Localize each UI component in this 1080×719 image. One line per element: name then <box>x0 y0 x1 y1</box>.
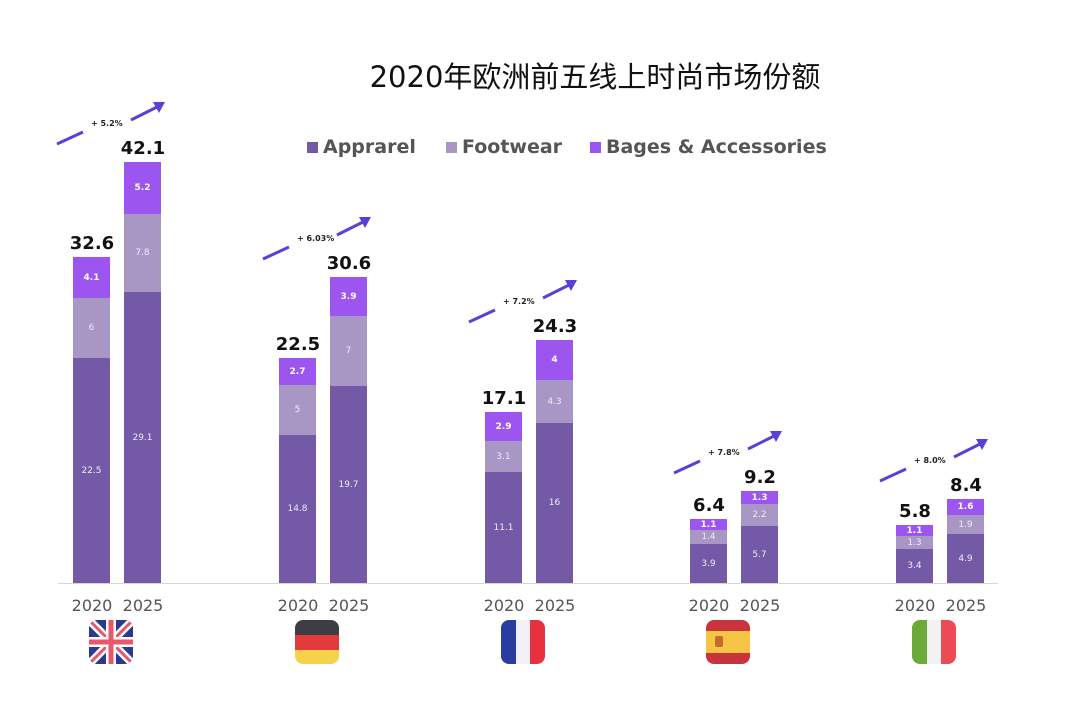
year-label: 2025 <box>328 596 370 615</box>
apparel-segment: 3.9 <box>690 544 727 583</box>
year-label: 2020 <box>688 596 730 615</box>
footwear-segment: 5 <box>279 385 316 435</box>
bar-italy-2025: 4.9 1.9 1.6 <box>947 499 984 583</box>
bar-germany-2025: 19.7 7 3.9 <box>330 277 367 583</box>
accessories-segment: 2.7 <box>279 358 316 385</box>
footwear-swatch <box>446 141 457 153</box>
year-label: 2020 <box>71 596 113 615</box>
apparel-segment: 5.7 <box>741 526 778 583</box>
apparel-segment: 16 <box>536 423 573 583</box>
legend-item-accessories: Bages & Accessories <box>590 136 827 158</box>
accessories-segment: 4.1 <box>73 257 110 298</box>
bar-spain-2025: 5.7 2.2 1.3 <box>741 491 778 583</box>
legend-label: Footwear <box>462 136 563 158</box>
bar-total-label: 17.1 <box>481 388 527 409</box>
footwear-segment: 3.1 <box>485 441 522 472</box>
apparel-segment: 3.4 <box>896 549 933 583</box>
bar-germany-2020: 14.8 5 2.7 <box>279 358 316 583</box>
accessories-segment: 1.6 <box>947 499 984 515</box>
growth-rate-label: + 8.0% <box>914 456 946 465</box>
apparel-swatch <box>307 141 318 153</box>
accessories-segment: 1.1 <box>896 525 933 536</box>
year-label: 2020 <box>894 596 936 615</box>
bar-total-label: 24.3 <box>532 316 578 337</box>
growth-arrow-icon <box>879 439 988 483</box>
apparel-segment: 29.1 <box>124 292 161 583</box>
growth-arrow-icon <box>262 217 371 261</box>
apparel-segment: 19.7 <box>330 386 367 583</box>
year-label: 2025 <box>534 596 576 615</box>
bar-total-label: 30.6 <box>326 253 372 274</box>
legend-item-apparel: Apprarel <box>307 136 416 158</box>
year-label: 2025 <box>739 596 781 615</box>
footwear-segment: 4.3 <box>536 380 573 423</box>
growth-arrow-icon <box>673 431 782 475</box>
bar-total-label: 6.4 <box>693 495 725 516</box>
accessories-segment: 3.9 <box>330 277 367 316</box>
bar-france-2020: 11.1 3.1 2.9 <box>485 412 522 583</box>
italy-flag-icon <box>912 620 956 664</box>
apparel-segment: 11.1 <box>485 472 522 583</box>
footwear-segment: 7.8 <box>124 214 161 292</box>
bar-total-label: 8.4 <box>950 475 982 496</box>
year-label: 2025 <box>122 596 164 615</box>
bar-uk-2025: 29.1 7.8 5.2 <box>124 162 161 583</box>
accessories-segment: 4 <box>536 340 573 380</box>
bar-italy-2020: 3.4 1.3 1.1 <box>896 525 933 583</box>
accessories-segment: 2.9 <box>485 412 522 441</box>
year-label: 2020 <box>483 596 525 615</box>
germany-flag-icon <box>295 620 339 664</box>
footwear-segment: 1.4 <box>690 530 727 544</box>
accessories-swatch <box>590 141 601 153</box>
x-axis-line <box>58 583 998 584</box>
accessories-segment: 5.2 <box>124 162 161 214</box>
accessories-segment: 1.3 <box>741 491 778 504</box>
year-label: 2020 <box>277 596 319 615</box>
footwear-segment: 1.3 <box>896 536 933 549</box>
year-label: 2025 <box>945 596 987 615</box>
apparel-segment: 22.5 <box>73 358 110 583</box>
footwear-segment: 6 <box>73 298 110 358</box>
growth-rate-label: + 6.03% <box>297 234 335 243</box>
legend-label: Bages & Accessories <box>606 136 827 158</box>
footwear-segment: 2.2 <box>741 504 778 526</box>
bar-france-2025: 16 4.3 4 <box>536 340 573 583</box>
bar-total-label: 42.1 <box>120 138 166 159</box>
legend-item-footwear: Footwear <box>446 136 562 158</box>
france-flag-icon <box>501 620 545 664</box>
apparel-segment: 14.8 <box>279 435 316 583</box>
spain-flag-icon <box>706 620 750 664</box>
bar-total-label: 22.5 <box>275 334 321 355</box>
bar-total-label: 9.2 <box>744 467 776 488</box>
legend-label: Apprarel <box>323 136 416 158</box>
growth-arrow-icon <box>468 280 577 324</box>
growth-arrow-icon <box>56 102 165 146</box>
bar-spain-2020: 3.9 1.4 1.1 <box>690 519 727 583</box>
bar-total-label: 5.8 <box>899 501 931 522</box>
footwear-segment: 1.9 <box>947 515 984 534</box>
bar-total-label: 32.6 <box>69 233 115 254</box>
accessories-segment: 1.1 <box>690 519 727 530</box>
uk-flag-icon <box>89 620 133 664</box>
growth-rate-label: + 7.8% <box>708 448 740 457</box>
chart-title: 2020年欧洲前五线上时尚市场份额 <box>369 60 821 94</box>
footwear-segment: 7 <box>330 316 367 386</box>
bar-uk-2020: 22.5 6 4.1 <box>73 257 110 583</box>
apparel-segment: 4.9 <box>947 534 984 583</box>
growth-rate-label: + 7.2% <box>503 297 535 306</box>
growth-rate-label: + 5.2% <box>91 119 123 128</box>
